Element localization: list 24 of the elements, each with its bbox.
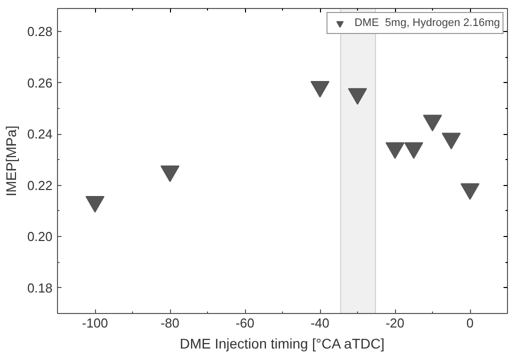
point (423, 114, 442, 132)
point (310, 80, 330, 98)
x-tick-label: 0 (466, 316, 474, 330)
x-tick-label: -20 (386, 316, 404, 330)
y-tick-label: 0.18 (27, 280, 53, 296)
point (404, 142, 424, 159)
point (442, 132, 461, 150)
x-tick-label: -40 (310, 316, 330, 330)
x-axis-title: DME Injection timing [°CA aTDC] (180, 336, 385, 352)
y-tick-label: 0.20 (27, 229, 53, 244)
x-tick-label: -60 (236, 316, 254, 330)
x-tick-label: -100 (82, 316, 108, 330)
legend-label: DME 5mg, Hydrogen 2.16mg (354, 16, 500, 30)
point (86, 196, 104, 213)
y-tick-label: 0.28 (27, 24, 53, 40)
y-axis-title: IMEP[MPa] (3, 126, 20, 196)
y-tick-label: 0.22 (27, 178, 53, 193)
y-tick-label: 0.26 (27, 75, 53, 90)
point (160, 166, 180, 182)
point (386, 142, 404, 159)
x-tick-label: -80 (160, 316, 180, 330)
point (348, 88, 367, 105)
point (460, 183, 480, 200)
y-tick-label: 0.24 (27, 126, 53, 142)
